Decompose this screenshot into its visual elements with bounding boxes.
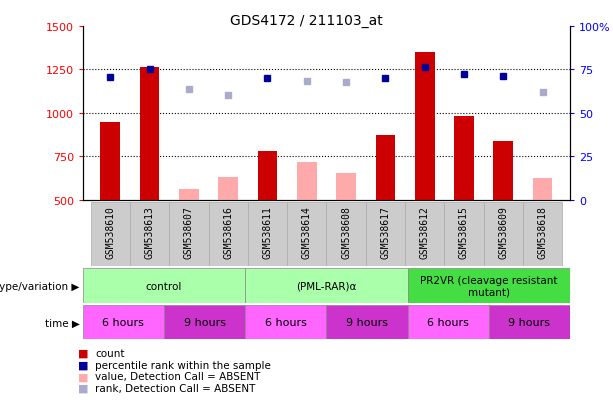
Bar — [405, 202, 444, 266]
Text: GDS4172 / 211103_at: GDS4172 / 211103_at — [230, 14, 383, 28]
Text: count: count — [95, 348, 124, 358]
Bar — [454, 117, 474, 200]
Text: GSM538609: GSM538609 — [498, 206, 508, 258]
Text: value, Detection Call = ABSENT: value, Detection Call = ABSENT — [95, 371, 261, 381]
Bar — [327, 306, 408, 339]
Bar — [493, 141, 513, 200]
Text: ■: ■ — [77, 348, 88, 358]
Bar — [533, 178, 552, 200]
Text: GSM538618: GSM538618 — [538, 206, 547, 258]
Bar — [208, 202, 248, 266]
Bar — [327, 202, 366, 266]
Text: GSM538607: GSM538607 — [184, 206, 194, 258]
Bar — [489, 306, 570, 339]
Bar — [415, 53, 435, 200]
Text: 6 hours: 6 hours — [102, 318, 144, 328]
Bar — [444, 202, 484, 266]
Bar — [337, 173, 356, 200]
Text: 9 hours: 9 hours — [183, 318, 226, 328]
Text: PR2VR (cleavage resistant
mutant): PR2VR (cleavage resistant mutant) — [420, 275, 558, 297]
Text: GSM538610: GSM538610 — [105, 206, 115, 258]
Bar — [523, 202, 562, 266]
Bar — [91, 202, 130, 266]
Text: 6 hours: 6 hours — [265, 318, 306, 328]
Text: control: control — [146, 281, 182, 291]
Bar — [101, 122, 120, 200]
Bar — [130, 202, 169, 266]
Bar — [218, 178, 238, 200]
Bar — [408, 268, 570, 304]
Text: ■: ■ — [77, 360, 88, 370]
Text: GSM538614: GSM538614 — [302, 206, 312, 258]
Bar — [83, 268, 245, 304]
Text: GSM538611: GSM538611 — [262, 206, 272, 258]
Bar — [484, 202, 523, 266]
Bar — [245, 306, 327, 339]
Text: time ▶: time ▶ — [45, 318, 80, 328]
Text: GSM538613: GSM538613 — [145, 206, 154, 258]
Bar — [164, 306, 245, 339]
Bar — [83, 306, 164, 339]
Text: ■: ■ — [77, 383, 88, 393]
Text: GSM538615: GSM538615 — [459, 206, 469, 258]
Bar — [297, 162, 316, 200]
Text: rank, Detection Call = ABSENT: rank, Detection Call = ABSENT — [95, 383, 256, 393]
Bar — [408, 306, 489, 339]
Text: genotype/variation ▶: genotype/variation ▶ — [0, 281, 80, 291]
Bar — [169, 202, 208, 266]
Bar — [287, 202, 327, 266]
Bar — [179, 190, 199, 200]
Bar — [248, 202, 287, 266]
Text: GSM538617: GSM538617 — [381, 206, 390, 258]
Text: 9 hours: 9 hours — [346, 318, 388, 328]
Text: ■: ■ — [77, 371, 88, 381]
Bar — [140, 68, 159, 200]
Text: (PML-RAR)α: (PML-RAR)α — [296, 281, 357, 291]
Text: GSM538616: GSM538616 — [223, 206, 233, 258]
Bar — [257, 152, 277, 200]
Text: 9 hours: 9 hours — [508, 318, 550, 328]
Bar — [376, 136, 395, 200]
Bar — [366, 202, 405, 266]
Bar — [245, 268, 408, 304]
Text: GSM538608: GSM538608 — [341, 206, 351, 258]
Text: 6 hours: 6 hours — [427, 318, 469, 328]
Text: percentile rank within the sample: percentile rank within the sample — [95, 360, 271, 370]
Text: GSM538612: GSM538612 — [420, 206, 430, 258]
